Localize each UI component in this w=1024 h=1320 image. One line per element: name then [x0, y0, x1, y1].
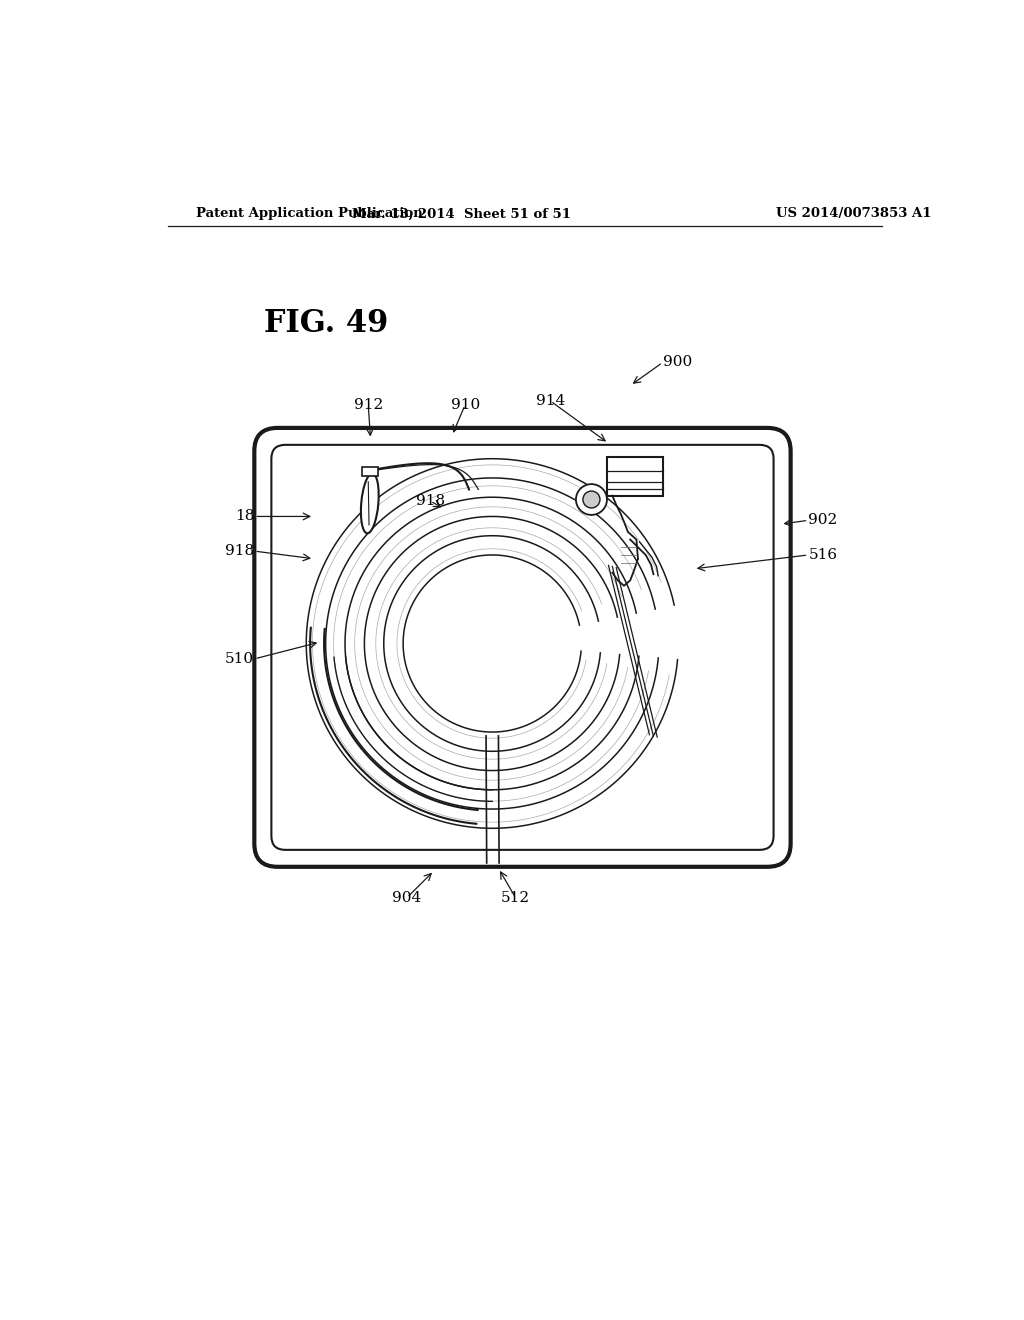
Bar: [607, 457, 663, 496]
FancyBboxPatch shape: [271, 445, 773, 850]
Text: 918: 918: [416, 494, 444, 508]
Text: 902: 902: [809, 513, 838, 527]
Text: Mar. 13, 2014  Sheet 51 of 51: Mar. 13, 2014 Sheet 51 of 51: [352, 207, 570, 220]
Text: US 2014/0073853 A1: US 2014/0073853 A1: [776, 207, 932, 220]
Text: 910: 910: [451, 397, 480, 412]
Text: 918: 918: [225, 544, 254, 558]
Text: 512: 512: [501, 891, 530, 904]
Circle shape: [583, 491, 600, 508]
Text: Patent Application Publication: Patent Application Publication: [197, 207, 423, 220]
Text: 900: 900: [663, 355, 692, 370]
Ellipse shape: [360, 474, 379, 533]
Text: 18: 18: [234, 510, 254, 524]
Bar: [362, 467, 378, 477]
Text: 510: 510: [225, 652, 254, 665]
Text: 516: 516: [809, 548, 838, 562]
FancyBboxPatch shape: [254, 428, 791, 867]
Text: 914: 914: [536, 393, 565, 408]
Text: 912: 912: [353, 397, 383, 412]
Text: 904: 904: [392, 891, 422, 904]
Circle shape: [575, 484, 607, 515]
Text: FIG. 49: FIG. 49: [263, 309, 388, 339]
